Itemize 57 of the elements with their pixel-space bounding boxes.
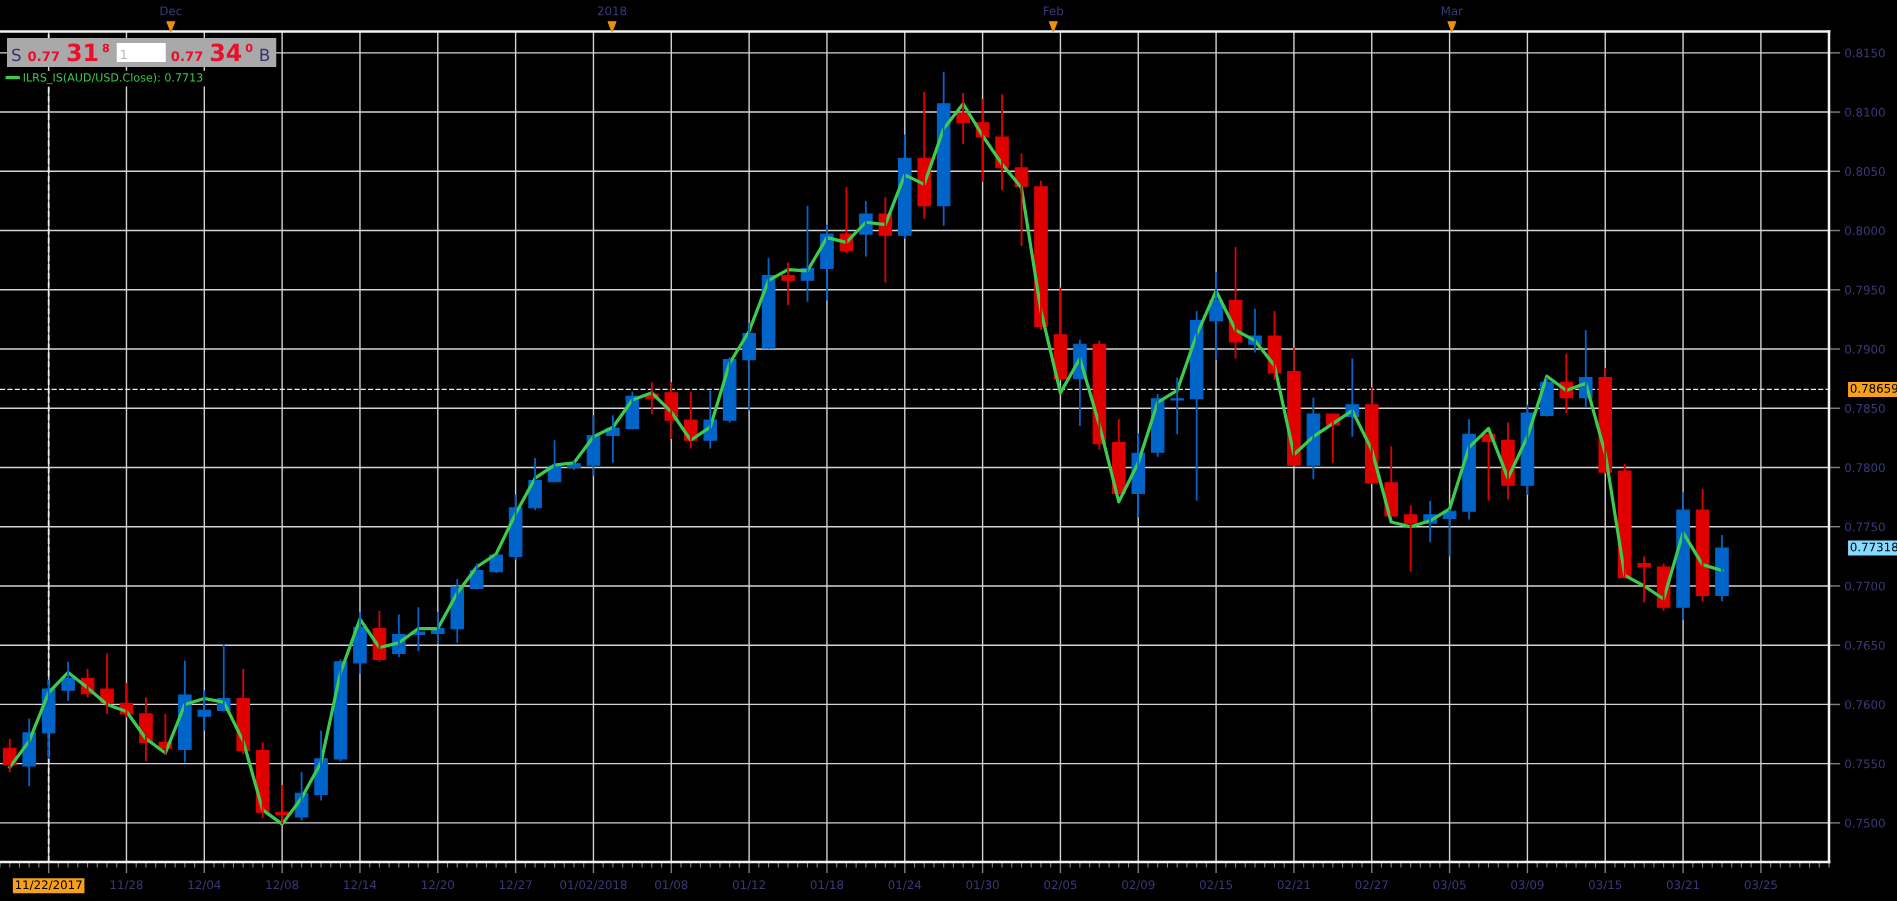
x-tick-label: 01/30	[966, 880, 999, 891]
y-tick-label: 0.7850	[1845, 403, 1885, 413]
annotation: 34	[210, 43, 242, 62]
x-tick-label: 02/21	[1277, 880, 1310, 891]
annotation: 0	[245, 43, 253, 53]
x-tick-label: 12/08	[266, 880, 299, 891]
y-tick-label: 0.8050	[1845, 167, 1885, 176]
x-tick-label: 03/09	[1511, 880, 1544, 891]
x-tick-label: 12/20	[422, 880, 455, 891]
x-tick-label: 12/04	[188, 880, 221, 891]
x-tick-label: 03/15	[1589, 880, 1622, 891]
x-tick-label: 03/25	[1744, 880, 1777, 891]
x-tick-label: 02/05	[1044, 880, 1077, 891]
y-tick-label: 0.7950	[1845, 285, 1885, 295]
annotation: S	[12, 48, 21, 62]
x-tick-label: 02/27	[1355, 880, 1388, 891]
annotation: 0.77	[28, 51, 59, 62]
x-tick-label: 11/22/2017	[15, 880, 82, 891]
text: 0.77318	[1850, 542, 1897, 552]
annotation: 0.77	[171, 51, 203, 62]
ref-line-label: 0.78659	[1850, 383, 1897, 393]
x-tick-label: 01/08	[655, 880, 688, 891]
x-tick-label: 03/05	[1433, 880, 1466, 891]
x2-tick-label: Feb	[1043, 6, 1064, 16]
x-tick-label: 11/28	[110, 880, 143, 891]
annotation: 31	[67, 43, 98, 62]
candlestick	[1403, 504, 1418, 573]
y-tick-label: 0.7700	[1845, 581, 1885, 591]
legend-label: ILRS_IS(AUD/USD.Close): 0.7713	[23, 73, 203, 85]
candlestick	[1170, 376, 1184, 436]
x-tick-label: 01/24	[888, 880, 922, 891]
x-tick-label: 03/21	[1666, 880, 1699, 891]
y-tick-label: 0.7600	[1845, 700, 1885, 710]
y-tick-label: 0.8000	[1845, 226, 1885, 236]
x-tick-label: 12/14	[344, 880, 377, 891]
x2-tick-label: Dec	[160, 6, 182, 16]
annotation: 1	[121, 49, 127, 59]
x-tick-label: 01/02/2018	[560, 880, 627, 891]
x-tick-label: 02/15	[1199, 880, 1233, 891]
candlestick	[781, 261, 795, 307]
y-tick-label: 0.8150	[1845, 48, 1885, 58]
x-tick-label: 01/12	[732, 880, 765, 891]
x2-tick-label: 2018	[597, 6, 627, 16]
y-tick-label: 0.7500	[1845, 818, 1885, 828]
x-tick-label: 02/09	[1122, 880, 1155, 891]
y-tick-label: 0.7900	[1845, 344, 1885, 354]
y-tick-label: 0.7650	[1845, 640, 1885, 650]
annotation: 8	[102, 43, 110, 53]
candlestick	[1637, 555, 1651, 604]
x2-tick-label: Mar	[1441, 6, 1463, 16]
annotation: B	[260, 48, 270, 61]
y-tick-label: 0.8100	[1845, 107, 1885, 117]
y-tick-label: 0.7800	[1845, 463, 1885, 473]
x-tick-label: 12/27	[499, 880, 532, 891]
x-tick-label: 01/18	[810, 880, 844, 891]
y-tick-label: 0.7750	[1845, 522, 1885, 532]
y-tick-label: 0.7550	[1845, 759, 1885, 769]
